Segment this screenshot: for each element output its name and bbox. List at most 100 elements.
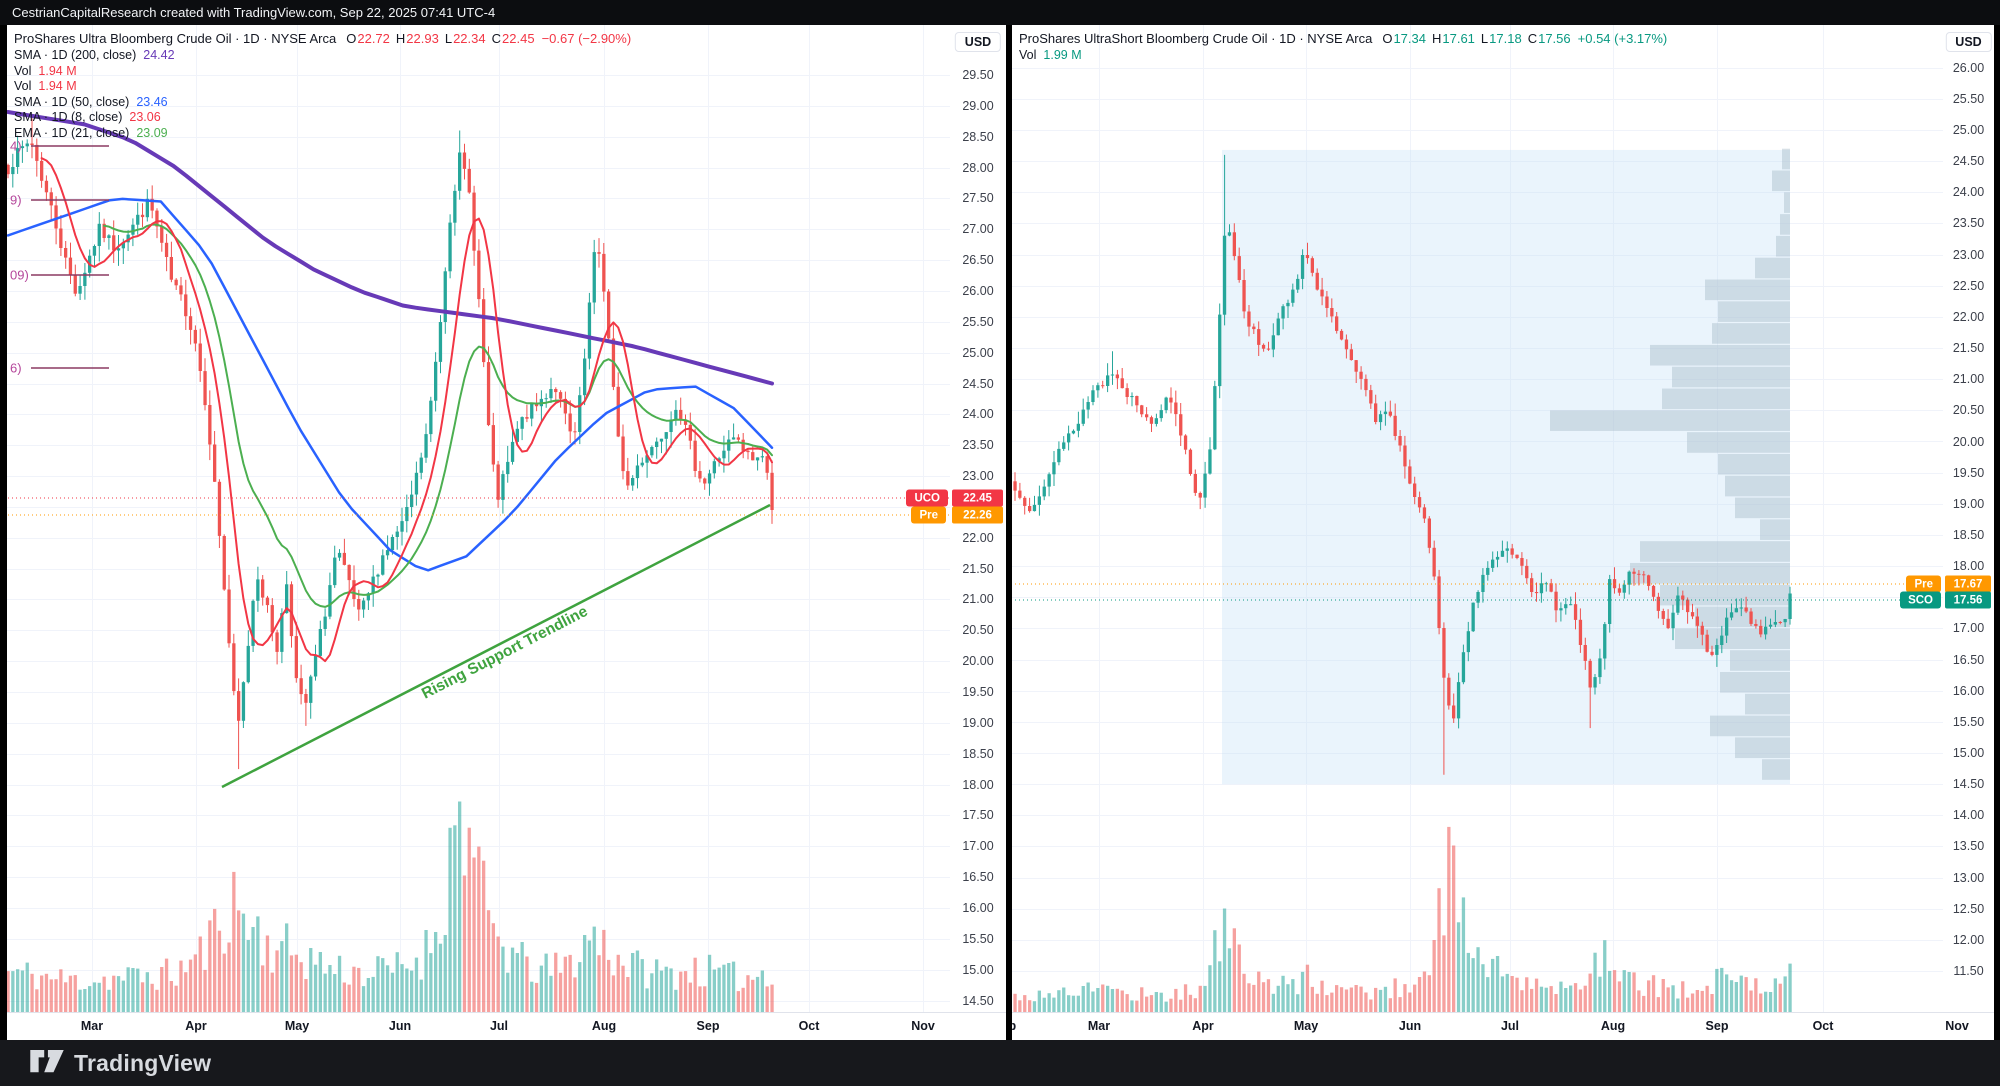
volume-bars [7, 801, 774, 1012]
ohlc-key: H [395, 31, 406, 46]
volume-bars [1013, 826, 1792, 1012]
price-axis-label: 13.50 [1952, 839, 1985, 854]
legend-value: 23.09 [136, 125, 168, 140]
time-axis-month: Sep [1705, 1019, 1729, 1033]
ohlc-value: 17.56 [1538, 31, 1571, 46]
price-axis-label: 27.00 [962, 222, 994, 237]
legend-label: Vol [1019, 48, 1037, 62]
price-axis-label: 15.50 [962, 931, 994, 946]
price-axis-label: 18.50 [1952, 527, 1985, 542]
price-axis-label: 23.50 [962, 438, 994, 453]
price-axis-label: 21.50 [962, 561, 994, 576]
price-axis-label: 23.50 [1952, 216, 1985, 231]
price-axis-label: 16.00 [1952, 683, 1985, 698]
symbol-title: ProShares Ultra Bloomberg Crude Oil · 1D… [14, 31, 337, 46]
price-axis-label: 25.50 [962, 314, 994, 329]
price-axis-label: 19.00 [1952, 496, 1985, 511]
symbol-title-row[interactable]: ProShares UltraShort Bloomberg Crude Oil… [1019, 30, 1667, 48]
price-axis-label: 22.50 [1952, 278, 1985, 293]
price-axis-label: 13.00 [1952, 870, 1985, 885]
price-axis-label: 16.00 [962, 900, 994, 915]
price-axis-label: 22.00 [1952, 309, 1985, 324]
attribution-bar: CestrianCapitalResearch created with Tra… [0, 0, 2000, 25]
legend-row[interactable]: SMA · 1D (8, close) 23.06 [14, 110, 631, 126]
candles-layer [7, 118, 774, 770]
ma-line [7, 197, 774, 572]
legend-value: 23.06 [129, 110, 161, 125]
ohlc-value: 17.34 [1393, 31, 1426, 46]
price-axis-label: 21.00 [1952, 372, 1985, 387]
legend-row[interactable]: Vol 1.94 M [14, 64, 631, 80]
price-axis-label: 17.00 [962, 839, 994, 854]
price-axis-label: 20.50 [962, 623, 994, 638]
price-chart-sco[interactable] [1012, 25, 1943, 1012]
price-axis-label: 24.50 [1952, 154, 1985, 169]
price-axis-label: 20.50 [1952, 403, 1985, 418]
legend-row[interactable]: SMA · 1D (200, close) 24.42 [14, 48, 631, 64]
tradingview-logo-icon[interactable] [30, 1050, 64, 1076]
price-axis-label: 24.00 [962, 407, 994, 422]
time-axis-uco[interactable]: Mar Apr May Jun Jul Aug Sep Oct Nov [7, 1012, 1006, 1040]
last-price-axis-badge: 22.26 [952, 506, 1003, 524]
axis-currency-chip: USD [954, 32, 1002, 52]
price-axis-label: 19.50 [962, 685, 994, 699]
time-axis-sco[interactable]: Feb Mar Apr May Jun Jul Aug Sep Oct Nov [1012, 1012, 1994, 1040]
price-label-badge: UCO [906, 489, 948, 507]
price-axis-label: 27.50 [962, 191, 994, 206]
price-label-badge: SCO [1900, 591, 1941, 609]
legend-label: SMA · 1D (50, close) [14, 94, 130, 109]
time-axis-month: Nov [911, 1019, 935, 1033]
time-axis-month: Nov [1945, 1019, 1969, 1033]
price-axis-label: 29.50 [962, 68, 994, 82]
legend-row[interactable]: Vol 1.99 M [1019, 48, 1667, 64]
legend-value: 23.46 [136, 94, 168, 109]
ma-line [103, 223, 773, 608]
gridlines [1012, 25, 1943, 1012]
ohlc-key: L [444, 31, 453, 46]
time-axis-month: Oct [798, 1019, 820, 1033]
price-axis-label: 12.00 [1952, 932, 1985, 947]
price-axis-label: 29.00 [962, 98, 994, 113]
price-axis-label: 11.50 [1953, 964, 1984, 979]
bottom-brand-bar: TradingView [0, 1040, 2000, 1086]
ohlc-key: L [1480, 31, 1489, 46]
price-axis-label: 16.50 [1952, 652, 1985, 667]
symbol-title: ProShares UltraShort Bloomberg Crude Oil… [1019, 31, 1373, 46]
legend-row[interactable]: EMA · 1D (21, close) 23.09 [14, 126, 631, 142]
ohlc-value: 22.93 [406, 31, 439, 46]
price-axis-label: 18.00 [1952, 559, 1985, 574]
price-axis-sco[interactable]: 26.00 25.50 25.00 24.50 24.00 23.50 23.00 22.50… [1943, 25, 1994, 1012]
volume-profile [1550, 148, 1790, 780]
ohlc-key: O [346, 31, 357, 46]
legend-row[interactable]: SMA · 1D (50, close) 23.46 [14, 95, 631, 111]
ohlc-values: O17.34 H17.61 L17.18 C17.56 +0.54 (+3.17%) [1376, 31, 1667, 46]
price-chart-uco[interactable]: 4) 9) 09) 6) Rising Support Trendline [7, 25, 950, 1012]
price-axis-label: 25.50 [1952, 91, 1985, 106]
price-axis-label: 16.50 [962, 870, 994, 885]
brand-wordmark[interactable]: TradingView [74, 1049, 212, 1076]
change-value: −0.67 (−2.90%) [541, 31, 632, 46]
price-axis-label: 14.50 [962, 993, 994, 1008]
price-axis-label: 21.00 [962, 592, 994, 607]
time-axis-month: Jul [1500, 1019, 1520, 1033]
price-axis-label: 23.00 [962, 469, 994, 484]
last-price-axis-badge: 17.56 [1945, 591, 1991, 609]
ohlc-key: O [1382, 31, 1393, 46]
legend-uco: ProShares Ultra Bloomberg Crude Oil · 1D… [14, 30, 631, 142]
time-axis-month: Apr [185, 1019, 207, 1033]
time-axis-month: Aug [591, 1019, 617, 1033]
ohlc-key: C [491, 31, 502, 46]
price-axis-label: 18.00 [962, 777, 994, 792]
time-axis-month: Oct [1812, 1019, 1834, 1033]
price-axis-label: 14.00 [1952, 808, 1985, 823]
price-axis-label: 20.00 [962, 654, 994, 669]
legend-row[interactable]: Vol 1.94 M [14, 79, 631, 95]
legend-label: SMA · 1D (200, close) [14, 48, 137, 62]
ma-line [40, 157, 773, 663]
symbol-title-row[interactable]: ProShares Ultra Bloomberg Crude Oil · 1D… [14, 30, 631, 48]
level-label: 09) [10, 268, 29, 283]
price-axis-uco[interactable]: 29.50 29.00 28.50 28.00 27.50 27.00 26.50 26.00… [950, 25, 1006, 1012]
axis-currency-chip: USD [1945, 32, 1992, 52]
time-axis-month: Mar [80, 1019, 104, 1033]
